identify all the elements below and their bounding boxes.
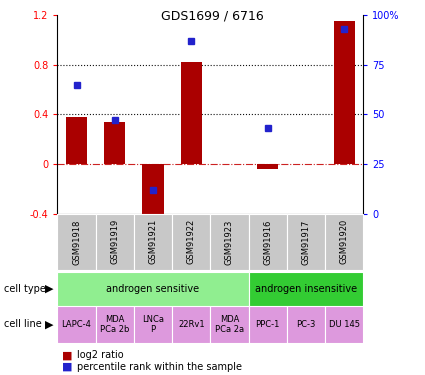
Bar [104,122,125,164]
Text: GSM91916: GSM91916 [263,219,272,265]
Text: ■: ■ [62,351,72,360]
Bar [334,21,355,164]
Text: log2 ratio: log2 ratio [76,351,123,360]
Text: LNCa
P: LNCa P [142,315,164,334]
Bar [325,306,363,343]
Bar [287,306,325,343]
Bar [96,306,134,343]
Text: GSM91923: GSM91923 [225,219,234,265]
Bar [57,306,96,343]
Bar [257,164,278,169]
Text: 22Rv1: 22Rv1 [178,320,204,329]
Bar [57,214,96,270]
Text: GSM91921: GSM91921 [148,219,158,264]
Text: GSM91918: GSM91918 [72,219,81,265]
Bar [249,272,363,306]
Bar [210,306,249,343]
Text: MDA
PCa 2b: MDA PCa 2b [100,315,130,334]
Text: DU 145: DU 145 [329,320,360,329]
Text: cell type: cell type [4,284,46,294]
Text: percentile rank within the sample: percentile rank within the sample [76,362,241,372]
Text: LAPC-4: LAPC-4 [62,320,91,329]
Text: androgen sensitive: androgen sensitive [106,284,200,294]
Bar [57,272,249,306]
Text: PPC-1: PPC-1 [255,320,280,329]
Text: GSM91922: GSM91922 [187,219,196,264]
Bar [210,214,249,270]
Bar [181,62,202,164]
Bar [134,214,172,270]
Bar [66,117,87,164]
Text: ■: ■ [62,362,72,372]
Text: GSM91917: GSM91917 [301,219,311,265]
Bar [96,214,134,270]
Text: PC-3: PC-3 [296,320,316,329]
Bar [325,214,363,270]
Bar [249,306,287,343]
Text: GDS1699 / 6716: GDS1699 / 6716 [161,9,264,22]
Bar [287,214,325,270]
Text: cell line: cell line [4,320,42,329]
Text: GSM91919: GSM91919 [110,219,119,264]
Bar [249,214,287,270]
Bar [172,306,210,343]
Bar [172,214,210,270]
Bar [142,164,164,218]
Text: GSM91920: GSM91920 [340,219,349,264]
Text: MDA
PCa 2a: MDA PCa 2a [215,315,244,334]
Bar [134,306,172,343]
Text: androgen insensitive: androgen insensitive [255,284,357,294]
Text: ▶: ▶ [45,320,53,329]
Text: ▶: ▶ [45,284,53,294]
